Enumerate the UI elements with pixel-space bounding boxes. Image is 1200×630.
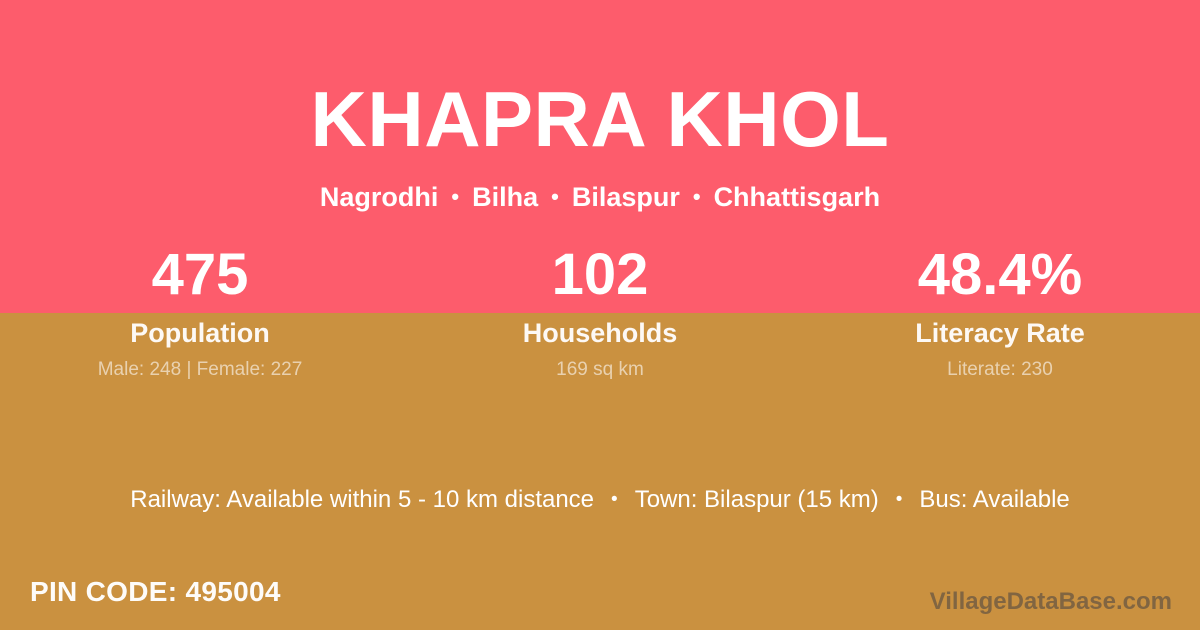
households-value: 102 [551,242,649,307]
railway-info: Railway: Available within 5 - 10 km dist… [130,486,595,513]
literacy-label: Literacy Rate [915,318,1085,348]
literacy-value: 48.4% [917,242,1083,307]
bullet-separator: • [895,489,903,510]
pin-code-label: PIN CODE: [30,576,178,607]
households-detail: 169 sq km [556,359,644,381]
literacy-detail: Literate: 230 [947,359,1053,381]
bullet-separator: • [692,184,701,209]
stats-row: 475 Population Male: 248 | Female: 227 1… [0,246,1200,381]
stat-households: 102 Households 169 sq km [400,246,800,381]
location-part-gram-panchayat: Nagrodhi [319,182,439,212]
households-label: Households [522,318,678,348]
population-label: Population [130,318,270,348]
location-part-district: Bilaspur [571,182,680,212]
hero-background [0,0,1200,313]
bullet-separator: • [451,184,460,209]
bullet-separator: • [611,489,618,510]
stat-population: 475 Population Male: 248 | Female: 227 [0,246,400,381]
bullet-separator: • [551,184,559,209]
population-value: 475 [151,242,249,307]
pin-code: PIN CODE: 495004 [30,576,281,608]
location-part-block: Bilha [472,182,539,212]
town-info: Town: Bilaspur (15 km) [634,486,879,513]
village-name-title: KHAPRA KHOL [310,75,890,163]
population-detail: Male: 248 | Female: 227 [97,359,303,381]
transport-info-line: Railway: Available within 5 - 10 km dist… [0,486,1200,514]
location-part-state: Chhattisgarh [713,182,881,212]
pin-code-value: 495004 [185,576,281,607]
site-watermark: VillageDataBase.com [929,588,1172,615]
location-breadcrumb: Nagrodhi • Bilha • Bilaspur • Chhattisgarh [0,182,1200,213]
stat-literacy: 48.4% Literacy Rate Literate: 230 [800,246,1200,381]
bus-info: Bus: Available [919,486,1070,513]
